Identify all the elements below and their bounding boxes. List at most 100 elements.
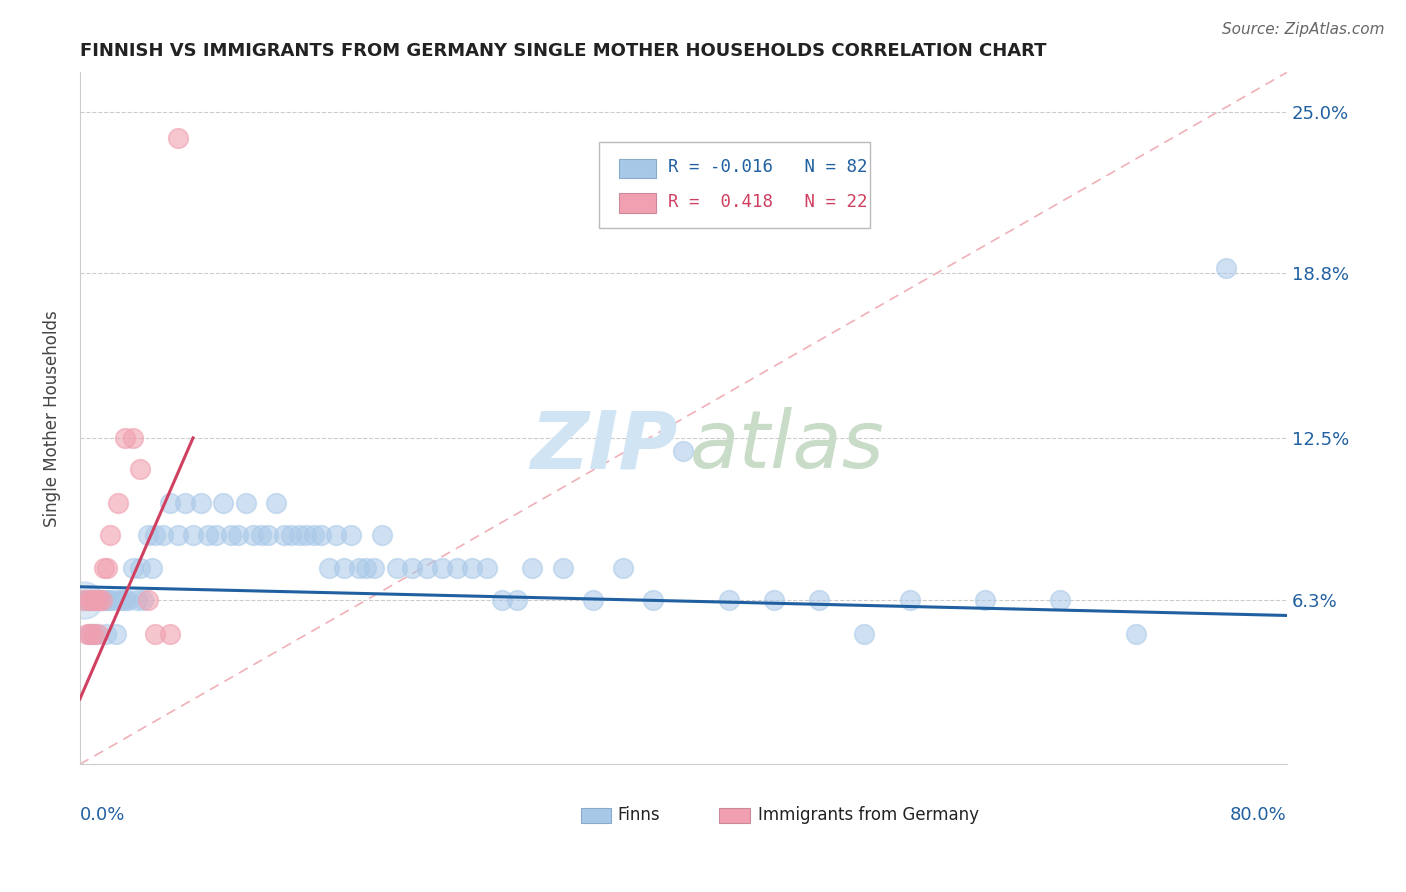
Point bbox=[1215, 261, 1237, 276]
Point bbox=[129, 462, 152, 476]
Point bbox=[385, 561, 408, 575]
Point bbox=[717, 592, 740, 607]
Point bbox=[1125, 626, 1147, 640]
Point bbox=[340, 527, 363, 541]
Point bbox=[582, 592, 605, 607]
Point bbox=[86, 592, 108, 607]
Point bbox=[114, 592, 136, 607]
Point bbox=[73, 592, 96, 607]
Point bbox=[159, 626, 181, 640]
Point bbox=[105, 626, 128, 640]
Point bbox=[152, 527, 174, 541]
Point bbox=[808, 592, 831, 607]
Point bbox=[76, 592, 98, 607]
Point bbox=[121, 561, 143, 575]
Point bbox=[309, 527, 332, 541]
Point bbox=[79, 626, 101, 640]
Point bbox=[101, 592, 124, 607]
Point bbox=[287, 527, 309, 541]
Point bbox=[461, 561, 484, 575]
Point bbox=[551, 561, 574, 575]
Point bbox=[143, 626, 166, 640]
Point bbox=[121, 431, 143, 445]
Point bbox=[93, 592, 115, 607]
Text: Immigrants from Germany: Immigrants from Germany bbox=[758, 805, 979, 824]
Point bbox=[127, 592, 149, 607]
Point bbox=[76, 626, 98, 640]
FancyBboxPatch shape bbox=[619, 194, 655, 213]
Text: R = -0.016   N = 82: R = -0.016 N = 82 bbox=[668, 158, 868, 177]
Point bbox=[446, 561, 468, 575]
Point bbox=[295, 527, 318, 541]
Point bbox=[475, 561, 498, 575]
Point bbox=[181, 527, 204, 541]
Point bbox=[1049, 592, 1071, 607]
Text: atlas: atlas bbox=[689, 407, 884, 485]
Point bbox=[264, 496, 287, 510]
Point bbox=[347, 561, 370, 575]
Point bbox=[91, 592, 114, 607]
Point bbox=[73, 592, 96, 607]
Point bbox=[136, 527, 159, 541]
Point bbox=[87, 592, 110, 607]
Point bbox=[93, 561, 115, 575]
Point bbox=[370, 527, 392, 541]
Point bbox=[89, 592, 111, 607]
FancyBboxPatch shape bbox=[619, 159, 655, 178]
Text: Finns: Finns bbox=[617, 805, 659, 824]
Point bbox=[82, 626, 104, 640]
Point bbox=[898, 592, 921, 607]
Point bbox=[167, 527, 190, 541]
Point bbox=[143, 527, 166, 541]
FancyBboxPatch shape bbox=[581, 808, 610, 823]
Point bbox=[98, 592, 121, 607]
Point bbox=[302, 527, 325, 541]
Point bbox=[333, 561, 356, 575]
FancyBboxPatch shape bbox=[599, 142, 870, 228]
Point bbox=[96, 561, 118, 575]
Point bbox=[190, 496, 212, 510]
Point bbox=[159, 496, 181, 510]
Point bbox=[204, 527, 226, 541]
Point bbox=[77, 626, 100, 640]
Point bbox=[280, 527, 302, 541]
Point bbox=[235, 496, 257, 510]
Point bbox=[174, 496, 197, 510]
Point bbox=[226, 527, 249, 541]
Point bbox=[108, 592, 131, 607]
Point bbox=[506, 592, 529, 607]
Point bbox=[430, 561, 453, 575]
Point bbox=[250, 527, 273, 541]
Point bbox=[212, 496, 235, 510]
Point bbox=[114, 431, 136, 445]
Point bbox=[79, 592, 101, 607]
Point bbox=[80, 592, 103, 607]
Point bbox=[318, 561, 340, 575]
Point bbox=[242, 527, 264, 541]
Point bbox=[672, 444, 695, 458]
Point bbox=[89, 592, 111, 607]
Point bbox=[612, 561, 634, 575]
Point bbox=[129, 561, 152, 575]
Point bbox=[974, 592, 997, 607]
Point bbox=[325, 527, 347, 541]
Point bbox=[273, 527, 295, 541]
Point bbox=[77, 592, 100, 607]
Point bbox=[853, 626, 876, 640]
Point bbox=[132, 592, 155, 607]
Y-axis label: Single Mother Households: Single Mother Households bbox=[44, 310, 60, 526]
Point bbox=[643, 592, 665, 607]
Point bbox=[86, 626, 108, 640]
Point bbox=[219, 527, 242, 541]
Point bbox=[257, 527, 280, 541]
Point bbox=[356, 561, 378, 575]
Text: 80.0%: 80.0% bbox=[1230, 805, 1286, 824]
Point bbox=[197, 527, 219, 541]
Point bbox=[107, 496, 129, 510]
Point bbox=[416, 561, 439, 575]
Point bbox=[96, 592, 118, 607]
Point bbox=[491, 592, 513, 607]
Point bbox=[94, 626, 117, 640]
Point bbox=[91, 592, 114, 607]
Point bbox=[141, 561, 163, 575]
